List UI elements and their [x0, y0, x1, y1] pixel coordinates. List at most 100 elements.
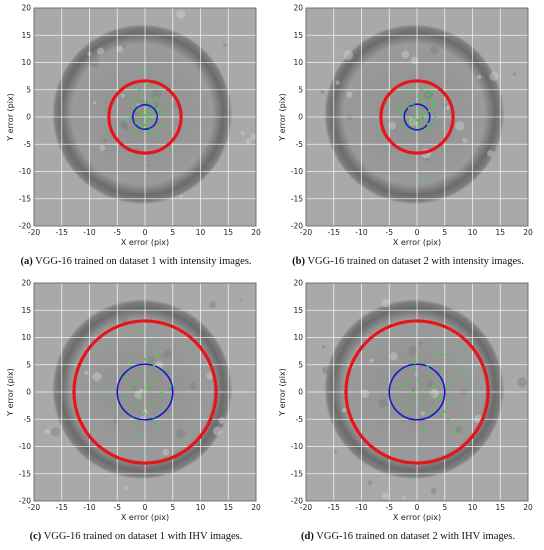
data-point — [403, 99, 406, 102]
y-tick-label: 15 — [21, 31, 31, 40]
x-tick-label: 20 — [251, 503, 261, 512]
figure-caption: (b) VGG-16 trained on dataset 2 with int… — [272, 256, 544, 267]
x-tick-label: 15 — [495, 228, 505, 237]
data-point — [444, 353, 447, 357]
data-point — [151, 120, 154, 123]
x-tick-label: -10 — [83, 503, 95, 512]
chart-panel-a: -20 -15 -10 -5 0 5 10 15 20 20 15 10 5 0 -5 -10 -15 -20 X … — [0, 0, 272, 275]
y-axis-label: Y error (pix) — [6, 93, 15, 142]
data-point — [162, 406, 165, 409]
data-point — [142, 412, 145, 415]
outer-error-circle — [107, 79, 183, 155]
data-point — [142, 101, 145, 104]
y-tick-label: 20 — [21, 4, 31, 13]
data-point — [413, 85, 416, 88]
data-point — [409, 130, 412, 133]
data-point — [422, 101, 425, 104]
y-tick-label: -20 — [291, 497, 303, 506]
data-point — [142, 68, 145, 71]
data-point — [399, 110, 403, 114]
data-point — [437, 344, 440, 347]
caption-text: VGG-16 trained on dataset 2 with IHV ima… — [316, 531, 515, 542]
y-tick-label: 5 — [298, 85, 303, 94]
data-point — [156, 108, 159, 111]
data-point — [113, 405, 117, 408]
data-point — [148, 99, 151, 102]
x-tick-label: 5 — [170, 503, 175, 512]
y-tick-label: 20 — [21, 279, 31, 288]
data-point — [169, 385, 172, 388]
data-point — [162, 111, 165, 114]
caption-label: (b) — [292, 256, 306, 267]
y-tick-label: -20 — [19, 222, 31, 231]
data-point — [426, 365, 429, 369]
data-point — [402, 124, 405, 127]
y-tick-label: -5 — [296, 415, 304, 424]
data-point — [140, 329, 143, 333]
y-tick-label: -15 — [291, 194, 303, 203]
x-tick-label: -20 — [28, 228, 40, 237]
x-tick-label: -10 — [355, 228, 367, 237]
data-point — [405, 118, 408, 121]
data-point — [419, 119, 422, 122]
data-point — [147, 404, 150, 407]
y-tick-label: 10 — [21, 333, 31, 342]
x-axis-label: X error (pix) — [393, 513, 441, 522]
y-tick-label: -15 — [19, 194, 31, 203]
data-point — [157, 132, 160, 135]
y-tick-label: -15 — [291, 469, 303, 478]
y-axis-label: Y error (pix) — [278, 368, 287, 417]
x-tick-label: -15 — [328, 228, 340, 237]
data-point — [145, 106, 148, 109]
data-point — [430, 90, 433, 94]
x-tick-label: -5 — [386, 228, 394, 237]
data-point — [426, 93, 429, 96]
plot-frame — [305, 7, 529, 227]
y-tick-label: -10 — [19, 442, 31, 451]
x-tick-label: 20 — [523, 503, 533, 512]
y-tick-label: -10 — [19, 167, 31, 176]
data-point — [155, 96, 158, 99]
x-tick-label: 15 — [223, 503, 233, 512]
caption-text: VGG-16 trained on dataset 2 with intensi… — [307, 256, 524, 267]
chart-panel-d: -20 -15 -10 -5 0 5 10 15 20 20 15 10 5 0 -5 -10 -15 -20 X … — [272, 275, 544, 550]
y-tick-label: 0 — [26, 113, 31, 122]
y-tick-label: 20 — [293, 4, 303, 13]
data-point — [420, 402, 424, 406]
data-point — [138, 118, 142, 121]
x-tick-label: 5 — [442, 503, 447, 512]
data-point — [417, 378, 420, 381]
data-point — [454, 358, 457, 361]
y-tick-label: -10 — [291, 167, 303, 176]
x-tick-label: 0 — [415, 503, 420, 512]
data-point — [152, 364, 155, 367]
y-tick-label: 10 — [21, 58, 31, 67]
data-point — [443, 410, 446, 413]
data-point — [152, 415, 155, 419]
data-point — [143, 114, 147, 117]
chart-panel-c: -20 -15 -10 -5 0 5 10 15 20 20 15 10 5 0 -5 -10 -15 -20 X … — [0, 275, 272, 550]
data-point — [423, 429, 426, 432]
x-tick-label: -15 — [56, 228, 68, 237]
data-point — [137, 133, 140, 137]
x-tick-label: -15 — [56, 503, 68, 512]
data-point — [133, 350, 137, 353]
x-tick-label: 15 — [495, 503, 505, 512]
data-point — [427, 122, 430, 126]
data-point — [409, 405, 412, 408]
chart-svg: -20 -15 -10 -5 0 5 10 15 20 20 15 10 5 0 -5 -10 -15 -20 X … — [6, 4, 261, 247]
data-point — [133, 419, 137, 422]
x-tick-label: -10 — [355, 503, 367, 512]
data-point — [396, 107, 399, 110]
x-tick-label: -5 — [114, 503, 122, 512]
y-tick-label: 0 — [298, 388, 303, 397]
data-point — [447, 386, 450, 389]
y-axis-label: Y error (pix) — [6, 368, 15, 417]
plot-frame — [33, 282, 257, 502]
data-point — [433, 384, 436, 387]
x-tick-label: -5 — [114, 228, 122, 237]
data-point — [423, 388, 426, 391]
chart-panel-b: -20 -15 -10 -5 0 5 10 15 20 20 15 10 5 0 -5 -10 -15 -20 X … — [272, 0, 544, 275]
y-tick-label: 15 — [293, 306, 303, 315]
data-point — [424, 128, 427, 131]
